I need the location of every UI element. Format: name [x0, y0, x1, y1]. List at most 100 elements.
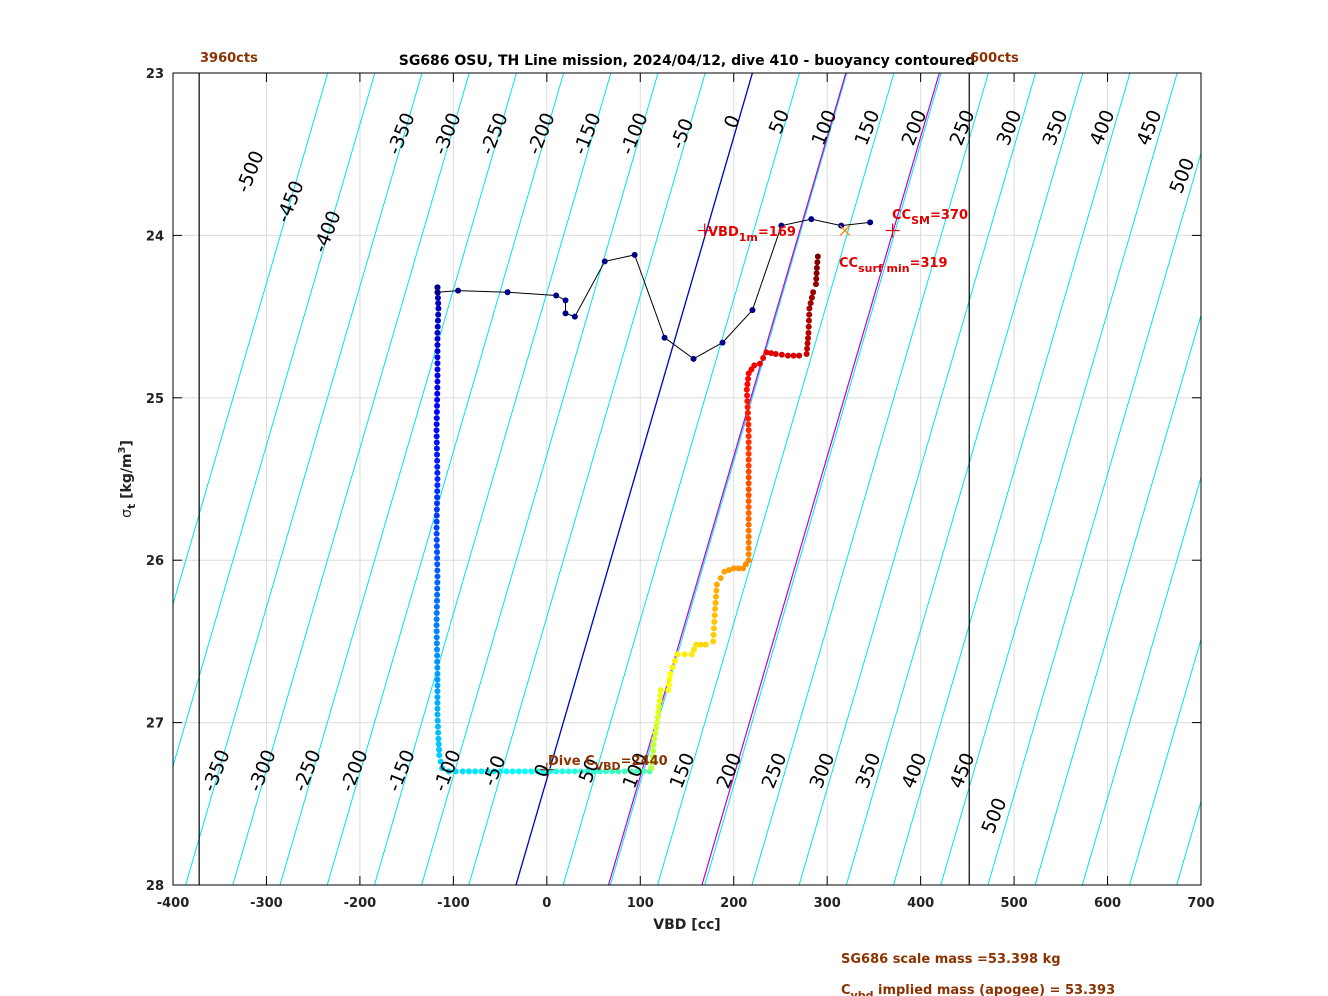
climb-point	[651, 735, 658, 742]
climb-point	[653, 725, 660, 732]
vbd-min-label: 3960cts	[200, 51, 258, 66]
climb-point	[745, 456, 752, 463]
dive-point	[433, 415, 440, 422]
climb-point	[744, 404, 751, 411]
dive-point	[434, 717, 441, 724]
x-tick-label: -300	[250, 896, 283, 911]
dive-point	[435, 311, 442, 318]
climb-point	[745, 509, 752, 516]
contour-line	[893, 73, 1131, 885]
dive-point	[509, 768, 516, 775]
contour-line	[798, 73, 1037, 885]
climb-point	[745, 439, 752, 446]
dive-point	[565, 768, 572, 775]
dive-point	[434, 549, 441, 556]
dive-point	[434, 646, 441, 653]
dive-point	[433, 603, 440, 610]
dive-point	[478, 768, 485, 775]
climb-point	[721, 568, 728, 575]
x-tick-label: -400	[157, 896, 190, 911]
surface-line	[436, 218, 871, 360]
climb-point	[804, 345, 811, 352]
dive-point	[434, 396, 441, 403]
dive-point	[435, 300, 442, 307]
contour-line	[704, 73, 942, 885]
dive-point	[434, 561, 441, 568]
climb-point	[807, 300, 814, 307]
climb-point	[671, 657, 678, 664]
climb-point	[784, 352, 791, 359]
climb-point	[650, 741, 657, 748]
climb-point	[688, 651, 695, 658]
climb-point	[711, 618, 718, 625]
dive-point	[434, 294, 441, 301]
dive-point	[571, 768, 578, 775]
climb-point	[712, 605, 719, 612]
surface-point	[749, 307, 756, 314]
dive-point	[435, 729, 442, 736]
climb-point	[805, 317, 812, 324]
dive-point	[434, 652, 441, 659]
climb-point	[712, 599, 719, 606]
climb-point	[745, 462, 752, 469]
contour-line	[562, 73, 801, 885]
dive-point	[434, 482, 441, 489]
dive-point	[434, 494, 441, 501]
contour-line	[751, 73, 989, 885]
climb-point	[790, 352, 797, 359]
dive-point	[433, 634, 440, 641]
dive-point	[436, 752, 443, 759]
dive-point	[584, 768, 591, 775]
dive-point	[435, 305, 442, 312]
climb-point	[744, 381, 751, 388]
climb-point	[649, 753, 656, 760]
dive-point	[434, 694, 441, 701]
surface-point	[504, 289, 511, 296]
contour-line	[421, 73, 659, 885]
climb-point	[806, 311, 813, 318]
climb-point	[710, 625, 717, 632]
climb-point	[693, 641, 700, 648]
dive-cvbd-annotation: Dive CVBD=2440	[548, 754, 668, 773]
climb-point	[803, 350, 810, 357]
climb-point	[744, 392, 751, 399]
dive-point	[434, 573, 441, 580]
climb-point	[796, 352, 803, 359]
dive-point	[434, 500, 441, 507]
climb-point	[745, 375, 752, 382]
dive-point	[434, 323, 441, 330]
surface-point	[434, 289, 441, 296]
x-tick-label: 300	[814, 896, 841, 911]
dive-point	[433, 518, 440, 525]
y-axis-label: σt [kg/m3]	[117, 440, 138, 518]
magenta-reference-line	[701, 73, 940, 885]
dive-point	[434, 723, 441, 730]
dive-point	[445, 768, 452, 775]
dive-point	[433, 512, 440, 519]
climb-point	[805, 323, 812, 330]
dive-point	[459, 768, 466, 775]
climb-point	[813, 275, 820, 282]
magenta-reference-line	[607, 73, 847, 885]
dive-point	[434, 488, 441, 495]
climb-point	[712, 593, 719, 600]
climb-point	[654, 719, 661, 726]
climb-point	[657, 692, 664, 699]
zero-buoyancy-line	[515, 73, 754, 885]
x-tick-label: 700	[1187, 896, 1214, 911]
surface-point	[562, 297, 569, 304]
dive-point	[433, 530, 440, 537]
dive-point	[433, 439, 440, 446]
climb-point	[745, 533, 752, 540]
scale-mass-text: SG686 scale mass =53.398 kg	[841, 952, 1061, 967]
dive-point	[433, 628, 440, 635]
dive-point	[596, 768, 603, 775]
climb-point	[655, 708, 662, 715]
surface-point	[808, 216, 815, 223]
plot-frame	[172, 72, 1202, 886]
climb-point	[665, 681, 672, 688]
climb-point	[713, 581, 720, 588]
dive-point	[435, 741, 442, 748]
x-tick-label: -200	[344, 896, 377, 911]
dive-point	[615, 768, 622, 775]
